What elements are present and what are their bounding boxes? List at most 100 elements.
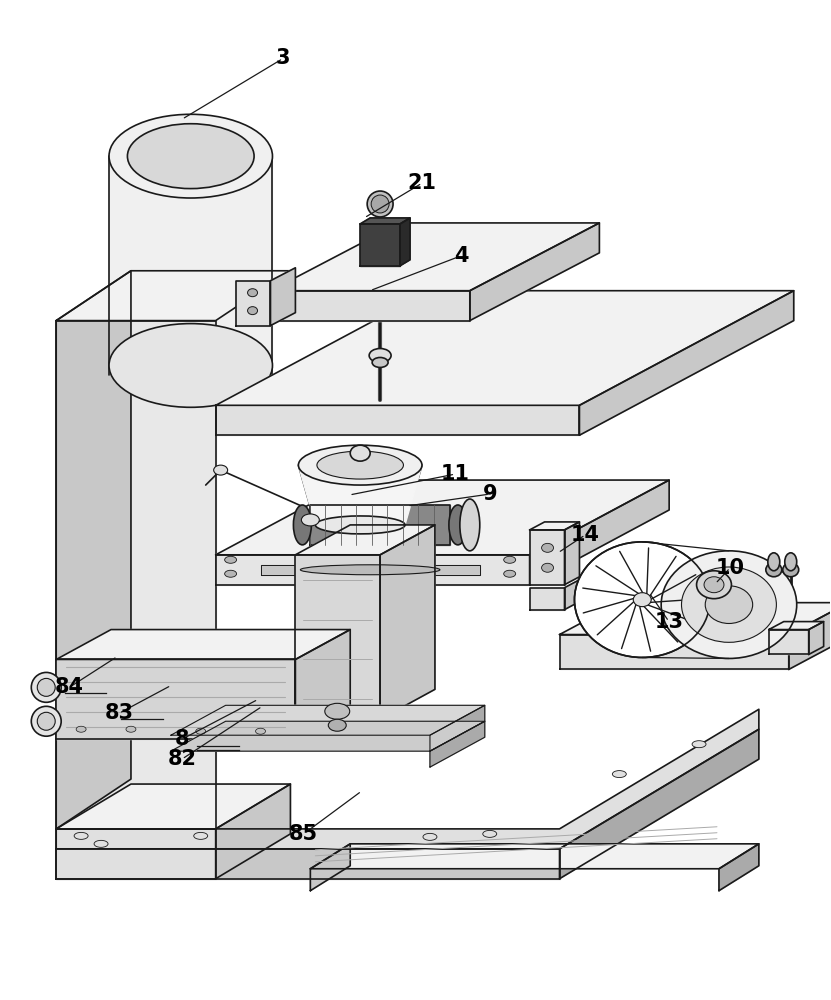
- Ellipse shape: [574, 542, 710, 657]
- Ellipse shape: [460, 499, 479, 551]
- Polygon shape: [57, 849, 559, 879]
- Text: 3: 3: [276, 48, 290, 68]
- Polygon shape: [57, 321, 216, 829]
- Polygon shape: [769, 630, 809, 654]
- Ellipse shape: [256, 728, 265, 734]
- Ellipse shape: [317, 451, 403, 479]
- Polygon shape: [769, 622, 824, 630]
- Polygon shape: [171, 721, 484, 751]
- Ellipse shape: [706, 586, 753, 623]
- Ellipse shape: [328, 719, 347, 731]
- Ellipse shape: [214, 465, 228, 475]
- Text: 83: 83: [105, 703, 134, 723]
- Ellipse shape: [293, 505, 312, 545]
- Ellipse shape: [504, 556, 516, 563]
- Polygon shape: [216, 784, 290, 879]
- Ellipse shape: [633, 593, 652, 607]
- Ellipse shape: [298, 445, 422, 485]
- Ellipse shape: [94, 840, 108, 847]
- Ellipse shape: [504, 570, 516, 577]
- Polygon shape: [261, 565, 479, 575]
- Polygon shape: [57, 659, 295, 739]
- Polygon shape: [57, 709, 759, 849]
- Polygon shape: [529, 530, 564, 585]
- Ellipse shape: [784, 553, 797, 571]
- Polygon shape: [57, 630, 350, 659]
- Polygon shape: [295, 555, 380, 719]
- Polygon shape: [564, 522, 579, 585]
- Ellipse shape: [302, 514, 319, 526]
- Polygon shape: [295, 525, 435, 555]
- Polygon shape: [719, 844, 759, 891]
- Polygon shape: [564, 580, 579, 610]
- Polygon shape: [270, 223, 599, 291]
- Polygon shape: [559, 729, 759, 879]
- Polygon shape: [360, 218, 410, 224]
- Ellipse shape: [248, 307, 258, 315]
- Polygon shape: [470, 223, 599, 321]
- Ellipse shape: [372, 357, 388, 367]
- Polygon shape: [809, 622, 824, 654]
- Text: 14: 14: [571, 525, 600, 545]
- Polygon shape: [57, 829, 216, 879]
- Polygon shape: [430, 721, 484, 767]
- Polygon shape: [216, 555, 529, 585]
- Ellipse shape: [194, 832, 208, 839]
- Polygon shape: [109, 156, 273, 375]
- Ellipse shape: [32, 706, 61, 736]
- Text: 10: 10: [715, 558, 745, 578]
- Ellipse shape: [109, 324, 273, 407]
- Polygon shape: [529, 588, 564, 610]
- Polygon shape: [310, 505, 450, 545]
- Polygon shape: [310, 844, 759, 869]
- Ellipse shape: [350, 445, 370, 461]
- Ellipse shape: [76, 726, 86, 732]
- Ellipse shape: [542, 563, 553, 572]
- Ellipse shape: [369, 349, 391, 362]
- Text: 9: 9: [483, 484, 497, 504]
- Ellipse shape: [704, 577, 724, 593]
- Ellipse shape: [483, 830, 497, 837]
- Polygon shape: [270, 268, 295, 326]
- Text: 21: 21: [408, 173, 436, 193]
- Text: 13: 13: [655, 612, 683, 632]
- Ellipse shape: [109, 114, 273, 198]
- Ellipse shape: [325, 703, 350, 719]
- Ellipse shape: [224, 556, 237, 563]
- Ellipse shape: [542, 543, 553, 552]
- Polygon shape: [216, 291, 794, 405]
- Ellipse shape: [768, 553, 779, 571]
- Polygon shape: [216, 405, 579, 435]
- Polygon shape: [216, 480, 669, 555]
- Ellipse shape: [681, 567, 776, 642]
- Text: 4: 4: [454, 246, 469, 266]
- Ellipse shape: [127, 124, 254, 189]
- Ellipse shape: [300, 565, 440, 575]
- Ellipse shape: [315, 516, 405, 534]
- Ellipse shape: [766, 563, 782, 577]
- Ellipse shape: [612, 771, 627, 778]
- Ellipse shape: [367, 191, 393, 217]
- Ellipse shape: [32, 672, 61, 702]
- Polygon shape: [236, 281, 270, 326]
- Ellipse shape: [692, 741, 706, 748]
- Text: 85: 85: [289, 824, 318, 844]
- Ellipse shape: [661, 551, 797, 658]
- Polygon shape: [789, 603, 831, 669]
- Polygon shape: [380, 525, 435, 719]
- Ellipse shape: [423, 833, 437, 840]
- Ellipse shape: [783, 563, 799, 577]
- Polygon shape: [171, 705, 484, 735]
- Ellipse shape: [196, 728, 206, 734]
- Polygon shape: [270, 291, 470, 321]
- Ellipse shape: [74, 832, 88, 839]
- Polygon shape: [559, 603, 831, 635]
- Ellipse shape: [224, 570, 237, 577]
- Polygon shape: [529, 480, 669, 585]
- Text: 8: 8: [175, 729, 189, 749]
- Polygon shape: [430, 705, 484, 751]
- Polygon shape: [579, 291, 794, 435]
- Ellipse shape: [37, 712, 55, 730]
- Polygon shape: [559, 635, 789, 669]
- Ellipse shape: [696, 571, 731, 599]
